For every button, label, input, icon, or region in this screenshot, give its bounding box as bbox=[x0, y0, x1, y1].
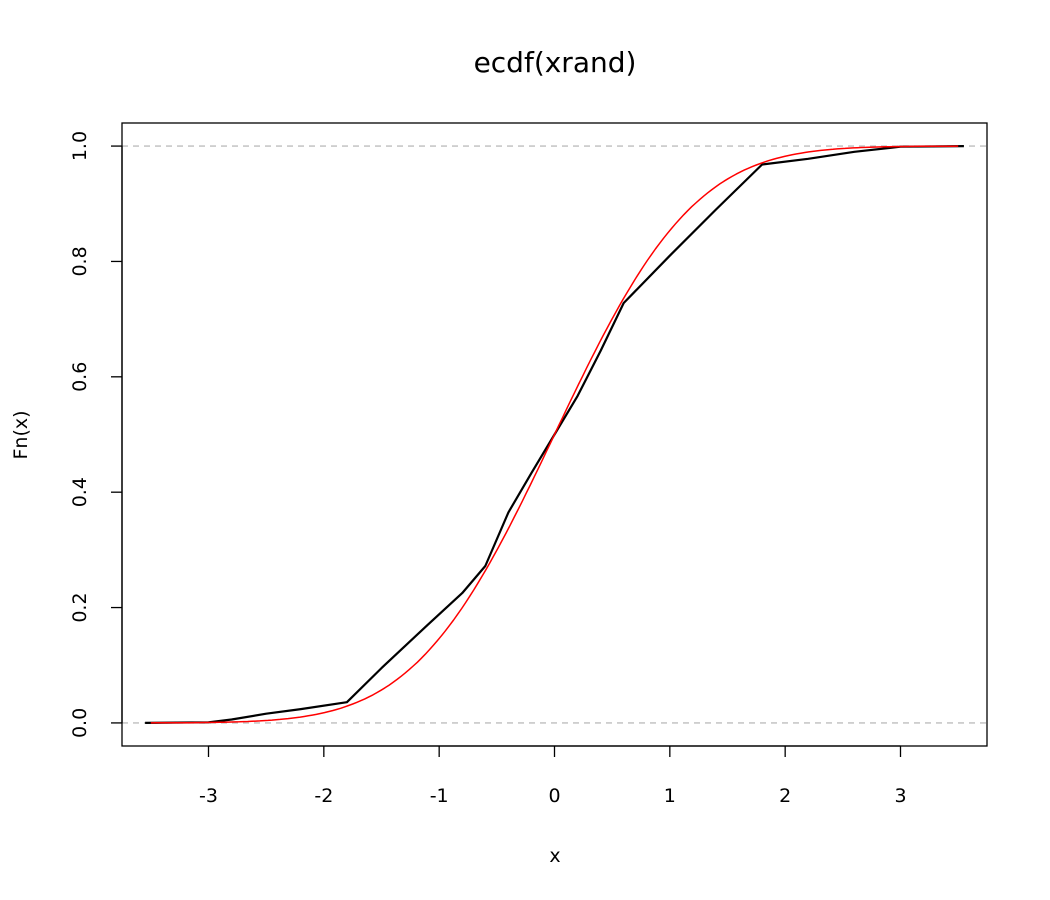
normal-cdf-line bbox=[150, 145, 959, 724]
reference-lines bbox=[122, 145, 987, 724]
y-tick-label: 0.8 bbox=[69, 246, 91, 276]
x-tick-label: 2 bbox=[779, 785, 791, 807]
x-tick-label: -2 bbox=[314, 785, 333, 807]
plot-frame bbox=[121, 122, 988, 747]
series-layer bbox=[145, 145, 964, 724]
y-tick-label: 0.4 bbox=[69, 477, 91, 507]
x-axis-label: x bbox=[549, 845, 560, 867]
y-tick-label: 1.0 bbox=[69, 131, 91, 161]
y-tick-label: 0.0 bbox=[69, 708, 91, 738]
ecdf-line bbox=[145, 145, 964, 724]
x-tick-label: -3 bbox=[199, 785, 218, 807]
y-tick-label: 0.6 bbox=[69, 362, 91, 392]
x-tick-label: 0 bbox=[548, 785, 560, 807]
y-axis-label: Fn(x) bbox=[10, 410, 32, 459]
x-tick-label: -1 bbox=[430, 785, 449, 807]
x-tick-label: 1 bbox=[664, 785, 676, 807]
y-tick-label: 0.2 bbox=[69, 592, 91, 622]
chart-title: ecdf(xrand) bbox=[474, 46, 637, 79]
x-tick-label: 3 bbox=[894, 785, 906, 807]
